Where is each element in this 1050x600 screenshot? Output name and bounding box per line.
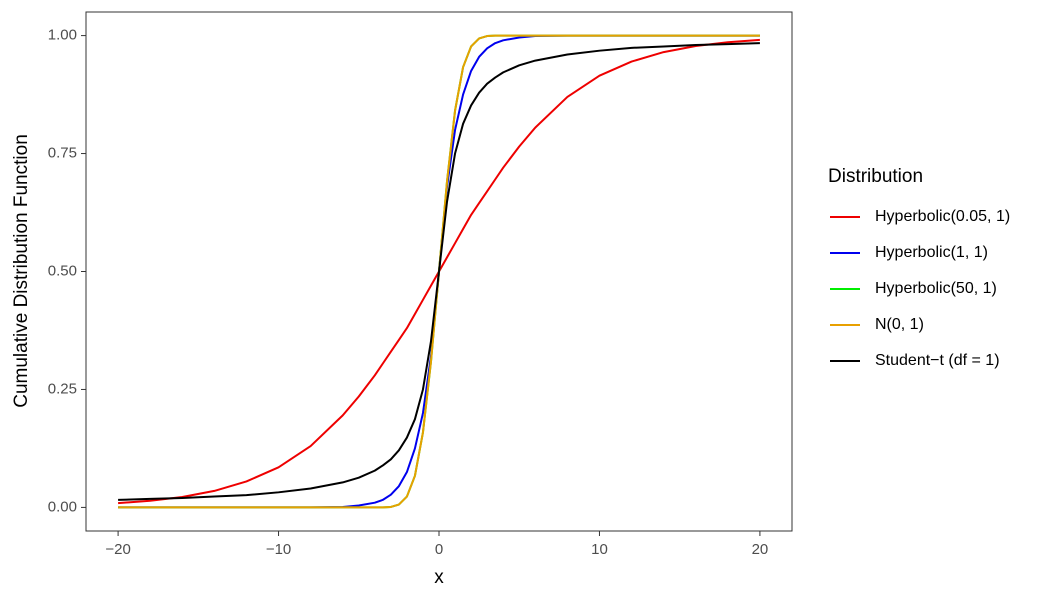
- x-tick-label: 0: [435, 541, 443, 558]
- legend-label: Hyperbolic(50, 1): [875, 280, 997, 297]
- y-axis-title: Cumulative Distribution Function: [11, 134, 32, 408]
- x-tick-label: −20: [105, 541, 130, 558]
- series-line: [118, 42, 760, 501]
- x-tick-label: 20: [752, 541, 769, 558]
- y-tick-label: 0.50: [48, 262, 77, 279]
- legend-label: N(0, 1): [875, 316, 924, 333]
- y-tick-label: 0.75: [48, 145, 77, 162]
- y-tick-label: 0.00: [48, 498, 77, 515]
- legend-label: Hyperbolic(0.05, 1): [875, 208, 1010, 225]
- y-tick-label: 0.25: [48, 380, 77, 397]
- x-tick-label: 10: [591, 541, 608, 558]
- legend-title: Distribution: [828, 166, 923, 187]
- legend-label: Hyperbolic(1, 1): [875, 244, 988, 261]
- x-axis-title: x: [434, 567, 444, 588]
- y-tick-label: 1.00: [48, 27, 77, 44]
- legend-label: Student−t (df = 1): [875, 352, 1000, 369]
- x-tick-label: −10: [266, 541, 291, 558]
